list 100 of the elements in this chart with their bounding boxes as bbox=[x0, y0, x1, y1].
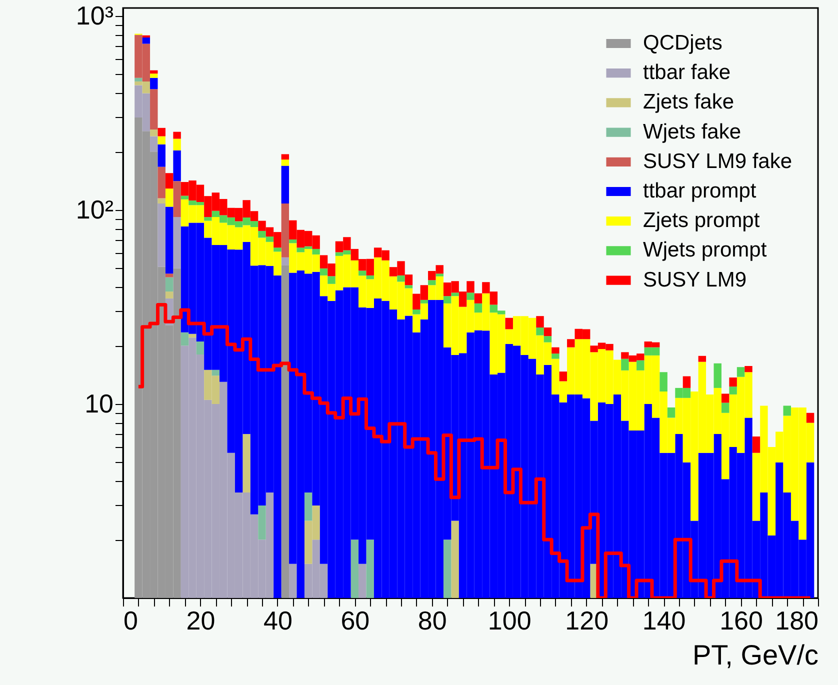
bar bbox=[404, 285, 413, 288]
bar bbox=[451, 292, 459, 296]
legend-label: ttbar prompt bbox=[643, 180, 756, 202]
bar bbox=[150, 136, 158, 152]
bar bbox=[212, 370, 220, 376]
bar bbox=[150, 89, 158, 130]
bar bbox=[536, 327, 544, 336]
x-tick-label: 100 bbox=[488, 606, 532, 636]
bar bbox=[428, 280, 436, 286]
bar bbox=[142, 38, 150, 44]
bar bbox=[289, 564, 297, 598]
bar bbox=[698, 356, 706, 362]
bar bbox=[721, 402, 730, 413]
bar bbox=[150, 70, 158, 74]
bar bbox=[258, 505, 266, 540]
legend-label: QCDjets bbox=[643, 32, 722, 54]
bar bbox=[304, 492, 312, 521]
y-tick-label: 10 bbox=[84, 388, 114, 419]
bar bbox=[188, 334, 196, 338]
x-tick-label: 160 bbox=[720, 606, 763, 636]
bar bbox=[552, 347, 560, 354]
legend-label: Wjets fake bbox=[643, 120, 742, 144]
bar bbox=[366, 540, 374, 598]
bar bbox=[667, 407, 676, 418]
bar bbox=[173, 150, 181, 182]
bar bbox=[474, 293, 482, 304]
bar bbox=[180, 332, 189, 346]
bar bbox=[552, 354, 560, 359]
bar bbox=[158, 136, 166, 144]
bar bbox=[443, 540, 452, 598]
bar bbox=[180, 196, 189, 200]
bar bbox=[281, 204, 290, 258]
bar bbox=[451, 520, 459, 598]
bar bbox=[158, 166, 166, 198]
bar bbox=[274, 248, 282, 252]
bar bbox=[752, 436, 760, 453]
bar bbox=[173, 181, 181, 218]
bar bbox=[165, 173, 174, 189]
bar bbox=[165, 277, 174, 292]
legend-label: Wjets prompt bbox=[643, 238, 767, 262]
x-tick-label: 120 bbox=[565, 606, 609, 636]
bar bbox=[682, 376, 691, 388]
bar bbox=[474, 303, 482, 313]
bar bbox=[165, 274, 174, 278]
bar bbox=[559, 372, 568, 382]
x-tick-label: 180 bbox=[775, 606, 818, 636]
bar bbox=[158, 144, 166, 167]
bar bbox=[721, 394, 730, 403]
bar bbox=[729, 377, 737, 387]
bar bbox=[281, 154, 290, 160]
bar bbox=[621, 358, 629, 370]
bar bbox=[281, 166, 290, 204]
bar bbox=[158, 128, 166, 136]
bar bbox=[281, 160, 290, 166]
bar bbox=[366, 275, 374, 280]
bar bbox=[358, 270, 366, 276]
bar bbox=[397, 275, 405, 282]
bar bbox=[536, 316, 544, 328]
bar bbox=[660, 372, 668, 392]
bar bbox=[744, 366, 752, 372]
legend-label: Zjets fake bbox=[643, 90, 734, 114]
bar bbox=[714, 363, 722, 388]
bar bbox=[505, 318, 513, 330]
bar bbox=[358, 564, 366, 598]
legend-label: Zjets prompt bbox=[643, 209, 760, 232]
bar bbox=[320, 268, 328, 276]
bar bbox=[567, 339, 575, 348]
bar bbox=[436, 274, 444, 276]
y-tick-label: 10³ bbox=[76, 0, 114, 31]
x-tick-label: 20 bbox=[186, 606, 216, 636]
bar bbox=[196, 342, 204, 354]
bar bbox=[150, 78, 158, 90]
bar bbox=[729, 386, 737, 394]
x-tick-label: 40 bbox=[263, 606, 292, 636]
bar bbox=[165, 292, 174, 298]
bar bbox=[544, 327, 552, 336]
bar bbox=[142, 35, 150, 38]
bar bbox=[173, 217, 181, 268]
x-tick-label: 60 bbox=[340, 606, 370, 636]
y-tick-label: 10² bbox=[76, 194, 114, 225]
bar bbox=[204, 217, 212, 221]
bar bbox=[328, 276, 336, 284]
bar bbox=[636, 360, 644, 370]
bar bbox=[158, 204, 166, 267]
bar bbox=[350, 540, 359, 598]
x-tick-label: 0 bbox=[124, 606, 138, 636]
bar bbox=[150, 130, 158, 136]
bar bbox=[412, 310, 420, 314]
bar bbox=[466, 292, 474, 300]
bar bbox=[312, 248, 320, 254]
bar bbox=[173, 138, 181, 150]
bar bbox=[806, 412, 814, 423]
legend-label: SUSY LM9 fake bbox=[643, 150, 792, 173]
legend-label: SUSY LM9 bbox=[643, 268, 746, 292]
legend-label: ttbar fake bbox=[643, 61, 731, 84]
bar bbox=[289, 239, 297, 244]
bar bbox=[443, 296, 452, 304]
bar bbox=[134, 78, 142, 82]
bar bbox=[281, 265, 290, 598]
bar bbox=[242, 434, 250, 492]
